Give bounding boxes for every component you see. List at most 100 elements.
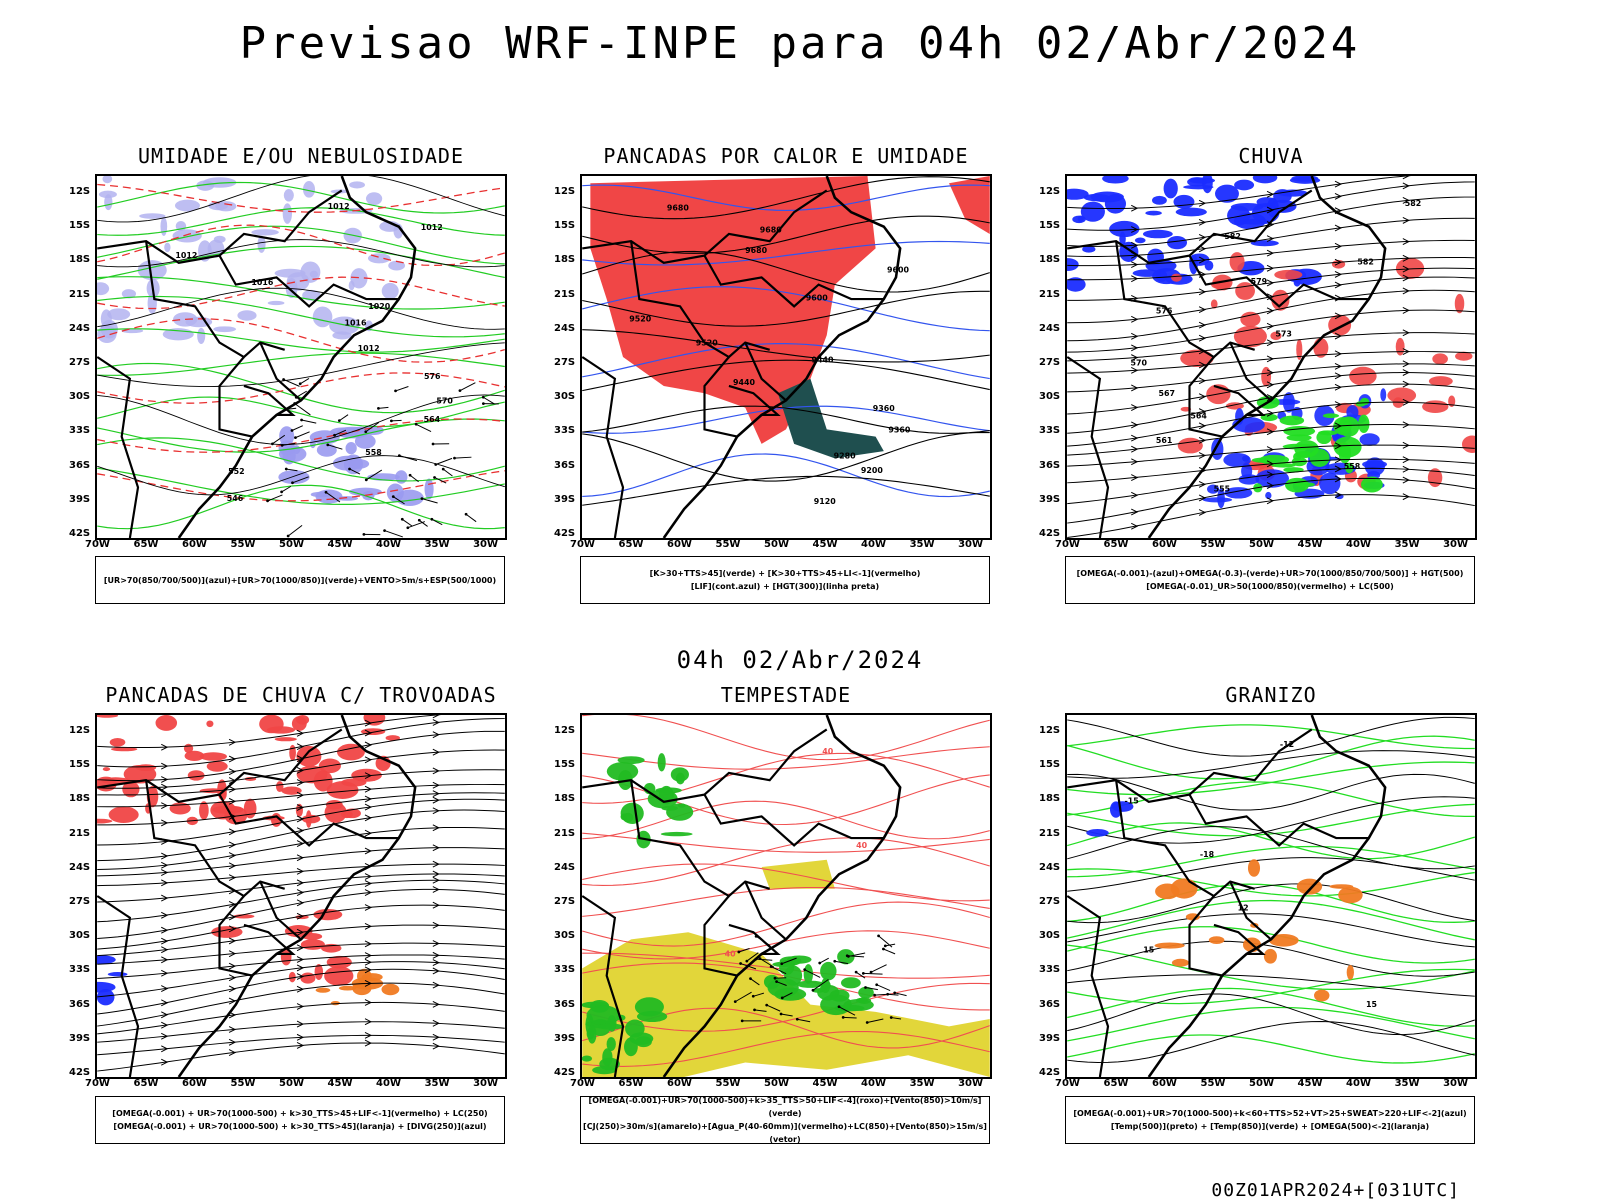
contour-label: 1012 <box>358 344 380 353</box>
contour-label: 40 <box>822 747 834 756</box>
contour-label: 9680 <box>745 246 768 255</box>
latitude-tick-label: 18S <box>554 254 575 265</box>
legend-line: [OMEGA(-0.001) + UR>70(1000-500) + k>30_… <box>96 1120 504 1133</box>
latitude-tick-label: 39S <box>1039 1033 1060 1044</box>
hail-blue-fill <box>1086 801 1133 836</box>
latitude-tick-label: 27S <box>554 896 575 907</box>
legend-line: [LIF](cont.azul) + [HGT(300)](linha pret… <box>581 580 989 593</box>
longitude-tick-label: 55W <box>1201 539 1226 550</box>
contour-label: 558 <box>365 448 382 457</box>
longitude-tick-label: 55W <box>716 539 741 550</box>
contour-label: 15 <box>1366 1000 1377 1009</box>
longitude-tick-label: 50W <box>279 1078 304 1089</box>
latitude-tick-label: 12S <box>1039 186 1060 197</box>
temp500-contours <box>1067 717 1474 1062</box>
contour-label: 9600 <box>806 293 829 302</box>
latitude-tick-label: 24S <box>69 862 90 873</box>
contour-label: 9120 <box>814 497 837 506</box>
latitude-tick-label: 12S <box>554 725 575 736</box>
longitude-tick-label: 50W <box>1249 1078 1274 1089</box>
latitude-tick-label: 42S <box>69 1067 90 1078</box>
panel-title: TEMPESTADE <box>560 683 1012 707</box>
map-canvas: 40 40 40 <box>582 715 990 1077</box>
contour-label: 9360 <box>873 404 896 413</box>
contour-label: 567 <box>1159 389 1176 398</box>
map-canvas: 1012101210121016102010161012576570564558… <box>97 176 505 538</box>
map-panel-4 <box>95 713 507 1079</box>
contour-label: -18 <box>1200 850 1215 859</box>
longitude-tick-label: 55W <box>231 1078 256 1089</box>
longitude-tick-label: 60W <box>667 1078 692 1089</box>
contour-label: 1020 <box>368 302 391 311</box>
legend-line: [OMEGA(-0.001)+UR>70(1000-500)+k>35_TTS>… <box>581 1094 989 1120</box>
longitude-tick-label: 65W <box>1104 1078 1129 1089</box>
latitude-tick-label: 12S <box>69 725 90 736</box>
legend-line: [OMEGA(-0.001)+UR>70(1000-500)+k<60+TTS>… <box>1066 1107 1474 1120</box>
latitude-tick-label: 15S <box>1039 759 1060 770</box>
latitude-tick-label: 42S <box>554 528 575 539</box>
contour-label: 9520 <box>629 315 652 324</box>
latitude-tick-label: 21S <box>554 828 575 839</box>
longitude-tick-label: 35W <box>910 1078 935 1089</box>
longitude-tick-label: 30W <box>958 539 983 550</box>
latitude-tick-label: 39S <box>1039 494 1060 505</box>
latitude-tick-label: 21S <box>69 289 90 300</box>
longitude-tick-label: 40W <box>861 539 886 550</box>
latitude-tick-label: 24S <box>554 862 575 873</box>
longitude-tick-label: 45W <box>1298 539 1323 550</box>
longitude-tick-label: 40W <box>1346 539 1371 550</box>
latitude-tick-label: 15S <box>1039 220 1060 231</box>
latitude-tick-label: 27S <box>554 357 575 368</box>
latitude-tick-label: 42S <box>554 1067 575 1078</box>
panel-title: PANCADAS POR CALOR E UMIDADE <box>560 144 1012 168</box>
latitude-tick-label: 18S <box>69 793 90 804</box>
contour-label: 9360 <box>888 426 911 435</box>
longitude-tick-label: 65W <box>1104 539 1129 550</box>
contour-label: 9280 <box>834 451 857 460</box>
longitude-tick-label: 65W <box>134 539 159 550</box>
legend-line: [OMEGA(-0.001) + UR>70(1000-500) + k>30_… <box>96 1107 504 1120</box>
latitude-tick-label: 21S <box>69 828 90 839</box>
legend-box: [OMEGA(-0.001)+UR>70(1000-500)+k>35_TTS>… <box>580 1096 990 1144</box>
latitude-tick-label: 24S <box>69 323 90 334</box>
panel-title: PANCADAS DE CHUVA C/ TROVOADAS <box>75 683 527 707</box>
contour-label: 9200 <box>861 466 884 475</box>
longitude-tick-label: 70W <box>570 539 595 550</box>
longitude-tick-label: 55W <box>231 539 256 550</box>
longitude-tick-label: 40W <box>861 1078 886 1089</box>
contour-label: 40 <box>725 949 737 958</box>
legend-box: [K>30+TTS>45](verde) + [K>30+TTS>45+LI<-… <box>580 556 990 604</box>
longitude-tick-label: 35W <box>425 1078 450 1089</box>
legend-box: [OMEGA(-0.001)+UR>70(1000-500)+k<60+TTS>… <box>1065 1096 1475 1144</box>
contour-label: 40 <box>856 841 868 850</box>
latitude-tick-label: 15S <box>69 220 90 231</box>
contour-label: 561 <box>1156 436 1173 445</box>
main-title: Previsao WRF-INPE para 04h 02/Abr/2024 <box>0 18 1600 69</box>
contour-label: 1012 <box>328 202 350 211</box>
thunderstorm-red-fill <box>97 715 400 828</box>
latitude-tick-label: 33S <box>69 964 90 975</box>
longitude-tick-label: 55W <box>1201 1078 1226 1089</box>
latitude-tick-label: 27S <box>69 896 90 907</box>
latitude-tick-label: 30S <box>69 391 90 402</box>
panel-title: CHUVA <box>1045 144 1497 168</box>
longitude-tick-label: 65W <box>134 1078 159 1089</box>
latitude-tick-label: 36S <box>554 460 575 471</box>
contour-label: 582 <box>1357 257 1374 266</box>
contour-label: 1012 <box>175 251 197 260</box>
legend-line: [Temp(500)](preto) + [Temp(850)](verde) … <box>1066 1120 1474 1133</box>
longitude-tick-label: 60W <box>182 1078 207 1089</box>
contour-label: 570 <box>1131 358 1148 367</box>
longitude-tick-label: 60W <box>1152 539 1177 550</box>
longitude-tick-label: 30W <box>958 1078 983 1089</box>
latitude-tick-label: 33S <box>69 425 90 436</box>
contour-label: 564 <box>424 415 441 424</box>
longitude-tick-label: 35W <box>425 539 450 550</box>
longitude-tick-label: 70W <box>570 1078 595 1089</box>
longitude-tick-label: 40W <box>376 1078 401 1089</box>
legend-line: [CJ(250)>30m/s](amarelo)+[Agua_P(40-60mm… <box>581 1120 989 1146</box>
latitude-tick-label: 33S <box>1039 964 1060 975</box>
